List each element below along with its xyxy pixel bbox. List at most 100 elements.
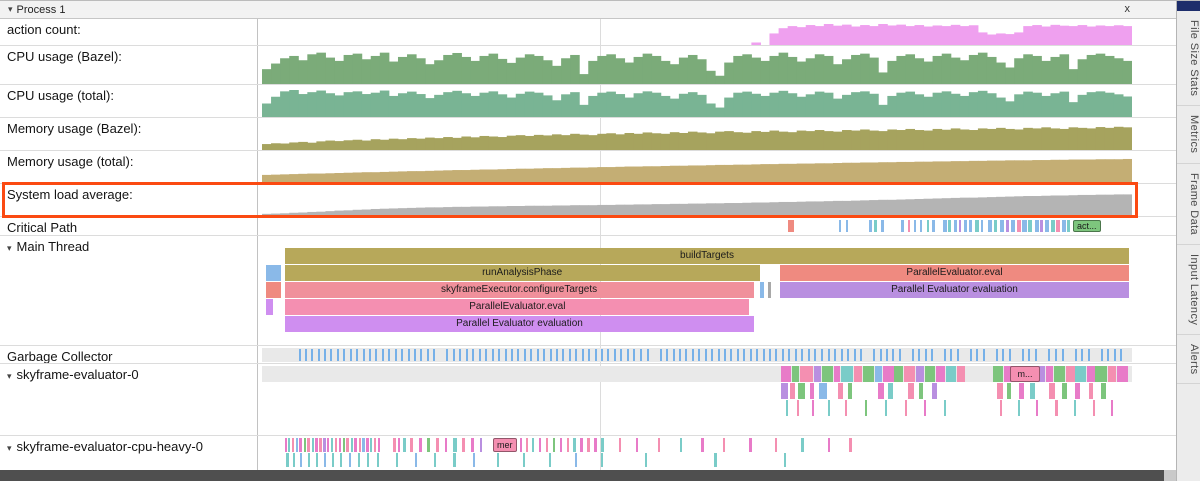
slice[interactable] xyxy=(797,383,805,399)
gc-tick[interactable] xyxy=(504,349,507,361)
slice[interactable] xyxy=(999,400,1002,416)
slice[interactable] xyxy=(904,400,908,416)
slice[interactable] xyxy=(943,220,947,232)
gc-tick[interactable] xyxy=(840,349,843,361)
slice[interactable] xyxy=(357,453,360,467)
gc-tick[interactable] xyxy=(1028,349,1031,361)
gc-tick[interactable] xyxy=(1106,349,1109,361)
chip-mer[interactable]: mer xyxy=(492,438,517,452)
gc-tick[interactable] xyxy=(388,349,391,361)
gc-tick[interactable] xyxy=(323,349,326,361)
slice[interactable] xyxy=(723,438,726,452)
tab-metrics[interactable]: Metrics xyxy=(1177,106,1200,164)
slice[interactable] xyxy=(999,220,1004,232)
gc-tick[interactable] xyxy=(1061,349,1064,361)
gc-tick[interactable] xyxy=(750,349,753,361)
slice[interactable] xyxy=(810,383,815,399)
track-chart-cpu-usage-bazel[interactable] xyxy=(262,46,1132,84)
gc-tick[interactable] xyxy=(478,349,481,361)
gc-tick[interactable] xyxy=(769,349,772,361)
slice[interactable] xyxy=(1056,220,1060,232)
slice[interactable] xyxy=(291,438,295,452)
slice[interactable] xyxy=(1095,366,1107,382)
slice[interactable] xyxy=(924,366,936,382)
slice[interactable] xyxy=(1074,383,1080,399)
gc-tick[interactable] xyxy=(329,349,332,361)
slice[interactable] xyxy=(888,383,893,399)
slice[interactable] xyxy=(453,438,457,452)
gc-tick[interactable] xyxy=(614,349,617,361)
slice-runanalysisphase[interactable]: runAnalysisPhase xyxy=(284,265,760,281)
gc-tick[interactable] xyxy=(924,349,927,361)
slice[interactable] xyxy=(907,220,911,232)
slice[interactable] xyxy=(346,438,349,452)
gc-tick[interactable] xyxy=(944,349,947,361)
slice[interactable] xyxy=(845,220,848,232)
slice[interactable] xyxy=(376,453,379,467)
slice[interactable] xyxy=(266,282,282,298)
track-chart-skyframe-evaluator-0[interactable]: m... xyxy=(262,364,1132,435)
slice[interactable] xyxy=(869,220,872,232)
slice[interactable] xyxy=(299,438,303,452)
gc-tick[interactable] xyxy=(672,349,675,361)
slice[interactable] xyxy=(993,220,998,232)
gc-tick[interactable] xyxy=(304,349,307,361)
slice[interactable] xyxy=(1065,366,1075,382)
slice[interactable] xyxy=(1075,366,1086,382)
counter-chart-cpu-usage-bazel[interactable] xyxy=(262,51,1132,84)
gc-tick[interactable] xyxy=(717,349,720,361)
horizontal-scrollbar[interactable] xyxy=(0,470,1176,481)
slice[interactable] xyxy=(496,453,500,467)
gc-tick[interactable] xyxy=(814,349,817,361)
slice[interactable] xyxy=(415,453,418,467)
slice[interactable] xyxy=(335,438,338,452)
gc-tick[interactable] xyxy=(795,349,798,361)
gc-tick[interactable] xyxy=(1048,349,1051,361)
slice[interactable] xyxy=(1039,220,1044,232)
slice[interactable] xyxy=(714,453,717,467)
gc-tick[interactable] xyxy=(408,349,411,361)
gc-tick[interactable] xyxy=(433,349,436,361)
slice[interactable] xyxy=(350,438,353,452)
slice[interactable] xyxy=(395,453,399,467)
slice[interactable] xyxy=(1017,220,1021,232)
slice[interactable] xyxy=(402,438,406,452)
slice[interactable] xyxy=(833,366,840,382)
track-chart-system-load-average[interactable] xyxy=(262,184,1132,216)
slice[interactable] xyxy=(944,400,947,416)
gc-tick[interactable] xyxy=(704,349,707,361)
collapse-arrow-icon[interactable]: ▾ xyxy=(7,443,12,453)
gc-tick[interactable] xyxy=(879,349,882,361)
gc-tick[interactable] xyxy=(375,349,378,361)
gc-tick[interactable] xyxy=(543,349,545,361)
gc-tick[interactable] xyxy=(310,349,313,361)
gc-tick[interactable] xyxy=(853,349,856,361)
slice[interactable] xyxy=(354,438,357,452)
gc-tick[interactable] xyxy=(743,349,746,361)
slice[interactable] xyxy=(980,220,984,232)
slice[interactable] xyxy=(525,438,529,452)
gc-tick[interactable] xyxy=(471,349,474,361)
gc-tick[interactable] xyxy=(801,349,804,361)
slice[interactable] xyxy=(1100,383,1106,399)
gc-tick[interactable] xyxy=(536,349,539,361)
slice[interactable] xyxy=(992,366,1004,382)
gc-tick[interactable] xyxy=(833,349,836,361)
gc-tick[interactable] xyxy=(401,349,404,361)
gc-tick[interactable] xyxy=(1054,349,1057,361)
slice[interactable] xyxy=(849,438,852,452)
counter-chart-system-load-average[interactable] xyxy=(262,189,1132,216)
gc-tick[interactable] xyxy=(588,349,591,361)
gc-tick[interactable] xyxy=(575,349,578,361)
gc-tick[interactable] xyxy=(723,349,726,361)
slice[interactable] xyxy=(470,438,474,452)
slice[interactable] xyxy=(975,220,979,232)
slice[interactable] xyxy=(679,438,682,452)
slice[interactable] xyxy=(827,400,830,416)
slice[interactable] xyxy=(409,438,413,452)
slice[interactable] xyxy=(813,366,822,382)
slice[interactable] xyxy=(559,438,563,452)
slice[interactable] xyxy=(908,383,914,399)
slice[interactable] xyxy=(958,220,962,232)
slice[interactable] xyxy=(587,438,590,452)
